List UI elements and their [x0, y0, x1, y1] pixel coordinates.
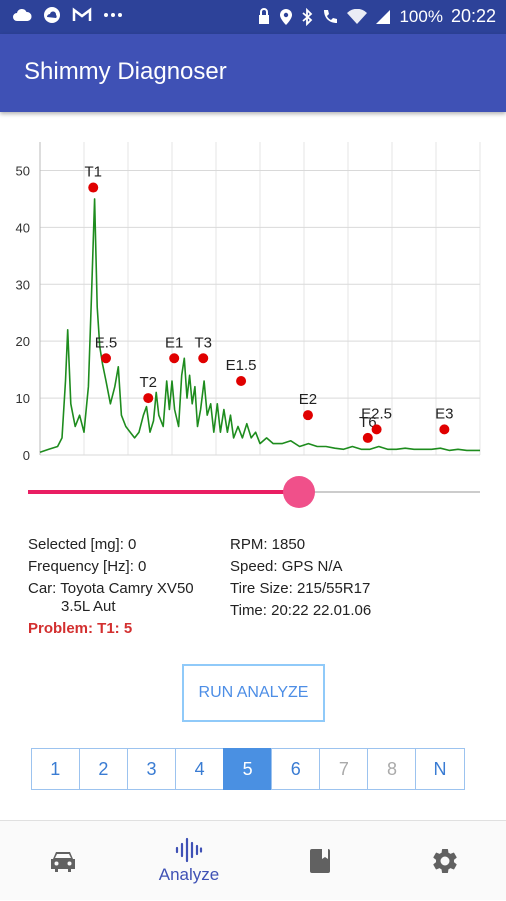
wifi-icon: [347, 8, 368, 24]
nav-settings[interactable]: [382, 821, 506, 901]
speed-value: Speed: GPS N/A: [230, 558, 343, 575]
car-icon: [51, 852, 75, 872]
peak-marker: [236, 376, 247, 387]
wifi-call-icon: [324, 9, 338, 23]
engine-value: 3.5L Aut: [61, 598, 116, 615]
peak-marker-label: T1: [84, 164, 102, 181]
info-left: Selected [mg]: 0 Frequency [Hz]: 0 Car: …: [28, 534, 194, 640]
nav-book[interactable]: [257, 821, 383, 901]
peak-marker: [439, 424, 450, 435]
status-bar: 100% 20:22: [0, 0, 506, 34]
peak-marker-label: T6: [359, 414, 377, 431]
nav-analyze-label: Analyze: [158, 865, 220, 884]
rpm-value: RPM: 1850: [230, 536, 306, 553]
peak-marker: [143, 393, 154, 404]
peak-marker-label: E1: [165, 334, 183, 351]
page-button[interactable]: 4: [174, 748, 225, 790]
page-button[interactable]: 6: [270, 748, 321, 790]
page-button: 7: [319, 748, 369, 790]
page-button[interactable]: 5: [222, 748, 273, 790]
time-value: Time: 20:22 22.01.06: [230, 602, 372, 619]
peak-marker-label: E2.5: [361, 405, 392, 422]
peak-marker: [101, 353, 111, 364]
y-tick-label: 10: [16, 391, 30, 406]
status-time: 20:22: [450, 6, 496, 26]
cloud-icon: [13, 8, 32, 21]
peak-marker-label: E3: [435, 405, 453, 422]
waveform-icon: [175, 837, 203, 863]
peak-marker: [198, 353, 209, 364]
peak-marker: [169, 353, 180, 364]
peak-marker-label: T2: [139, 374, 157, 391]
location-icon: [280, 8, 293, 25]
book-icon: [310, 849, 330, 873]
page-button[interactable]: 3: [126, 748, 177, 790]
peak-marker: [371, 424, 382, 435]
peak-marker: [88, 182, 99, 193]
lock-icon: [259, 7, 270, 24]
slider-thumb[interactable]: [283, 476, 316, 508]
page-button[interactable]: N: [415, 748, 465, 790]
tire-value: Tire Size: 215/55R17: [230, 580, 371, 597]
problem-value: Problem: T1: 5: [28, 620, 133, 637]
page-button[interactable]: 1: [30, 748, 81, 790]
gmail-icon: [72, 7, 92, 21]
peak-marker-label: E1.5: [226, 357, 257, 374]
y-tick-label: 20: [16, 334, 30, 349]
peak-marker-label: T3: [194, 334, 212, 351]
peak-marker: [362, 432, 373, 443]
more-icon: [104, 13, 122, 17]
gear-icon: [433, 848, 457, 873]
app-bar: Shimmy Diagnoser: [0, 34, 506, 112]
peak-marker: [302, 410, 313, 421]
y-tick-label: 40: [16, 220, 30, 235]
frequency-slider[interactable]: [28, 476, 480, 508]
selected-value: Selected [mg]: 0: [28, 536, 137, 553]
peak-marker-label: E2: [299, 391, 317, 408]
spectrum-line: [39, 198, 480, 453]
slider-fill: [28, 490, 300, 494]
nav-car[interactable]: [0, 821, 126, 901]
cloud-icon: [44, 7, 60, 23]
frequency-value: Frequency [Hz]: 0: [28, 558, 147, 575]
nav-analyze[interactable]: Analyze: [126, 821, 252, 901]
bottom-nav: Analyze: [0, 820, 506, 900]
info-right: RPM: 1850 Speed: GPS N/A Tire Size: 215/…: [230, 534, 371, 622]
page-button: 8: [367, 748, 417, 790]
peak-marker-label: E.5: [95, 334, 118, 351]
car-value: Car: Toyota Camry XV50: [28, 580, 194, 597]
run-analyze-button[interactable]: RUN ANALYZE: [182, 664, 325, 722]
y-tick-label: 50: [16, 163, 30, 178]
page-button[interactable]: 2: [78, 748, 129, 790]
bluetooth-icon: [302, 7, 313, 26]
y-tick-label: 0: [23, 448, 30, 463]
y-tick-label: 30: [16, 277, 30, 292]
battery-text: 100%: [399, 6, 443, 26]
app-title: Shimmy Diagnoser: [24, 58, 227, 85]
signal-icon: [376, 9, 391, 24]
